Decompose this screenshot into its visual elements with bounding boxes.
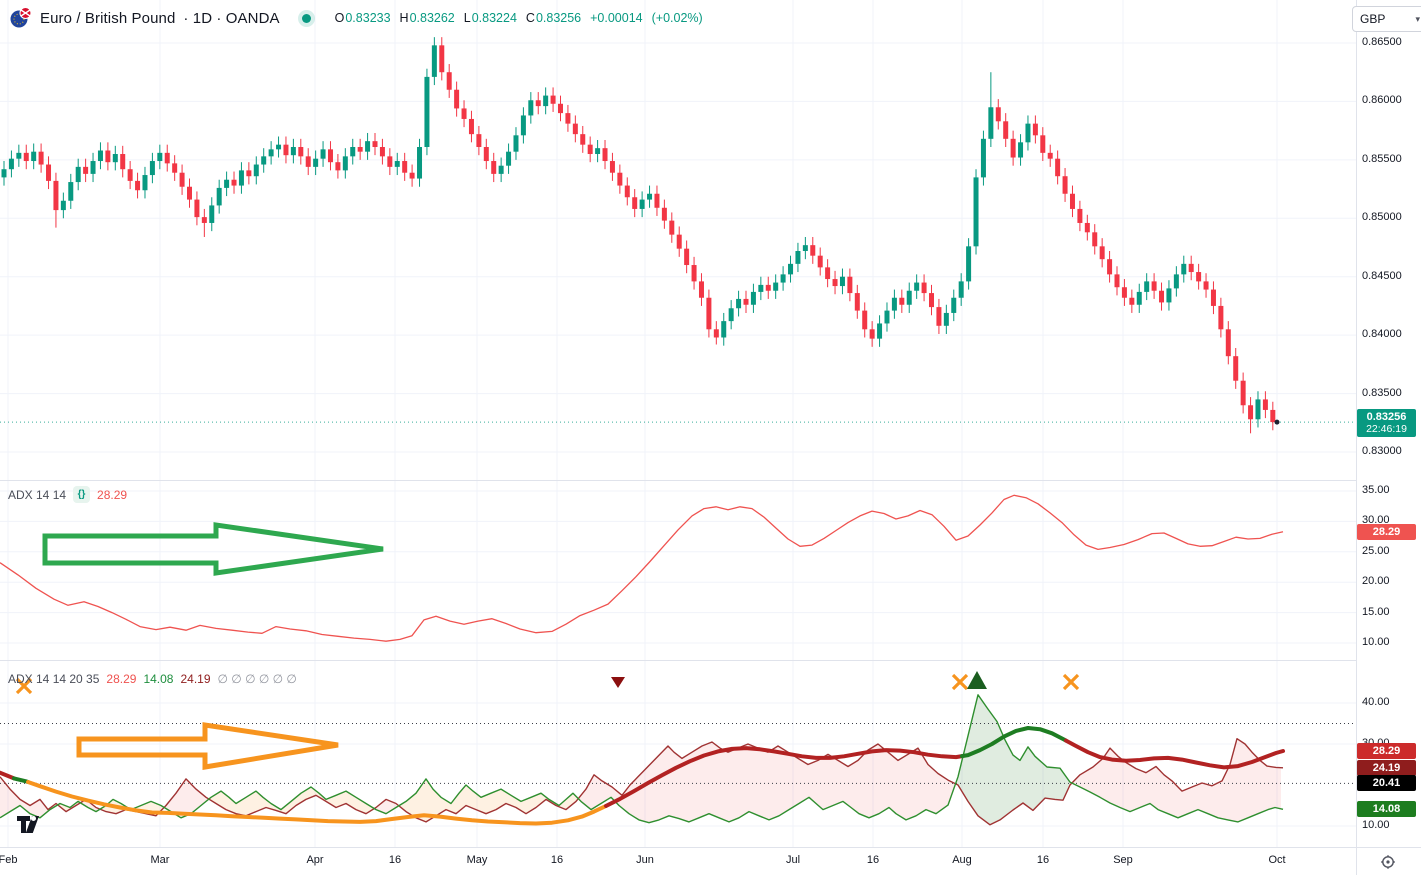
di-minus-value: 24.19 xyxy=(180,672,211,686)
drawing-arrow-orange[interactable] xyxy=(76,722,339,770)
price-axis-label: 0.85000 xyxy=(1362,211,1402,224)
pane-separator-1[interactable] xyxy=(0,480,1356,481)
x-cross-marker[interactable] xyxy=(951,673,969,691)
price-axis-label: 0.86500 xyxy=(1362,36,1402,48)
last-price-badge: 0.83256 22:46:19 xyxy=(1357,409,1416,438)
di-plus-value-badge: 14.08 xyxy=(1357,801,1416,818)
time-axis-label: 16 xyxy=(388,854,402,866)
di-minus-value-badge: 24.19 xyxy=(1357,759,1416,776)
open-value: 0.83233 xyxy=(345,11,391,25)
price-axis-label: 0.83000 xyxy=(1362,445,1402,457)
indicator-legend-adx-di[interactable]: ADX 14 14 20 35 28.29 14.08 24.19 ∅ ∅ ∅ … xyxy=(8,672,297,686)
x-cross-marker[interactable] xyxy=(15,677,33,695)
time-axis-label: Sep xyxy=(1113,854,1133,866)
price-axis-label: 0.84500 xyxy=(1362,269,1402,282)
countdown-timer: 22:46:19 xyxy=(1366,423,1407,436)
symbol-title[interactable]: Euro / British Pound xyxy=(40,9,176,27)
time-axis-label: Oct xyxy=(1268,854,1286,866)
price-axis-label: 0.83500 xyxy=(1362,386,1402,399)
indicator-name[interactable]: ADX 14 14 xyxy=(8,487,67,502)
currency-selector[interactable]: GBP ▾ xyxy=(1352,6,1421,32)
pane-separator-2[interactable] xyxy=(0,660,1356,661)
indicator-value: 28.29 xyxy=(97,487,128,502)
triangle-up-marker[interactable] xyxy=(967,671,987,689)
time-axis-label: 16 xyxy=(866,854,880,866)
adx2-value-badge: 28.29 xyxy=(1357,743,1416,759)
indicator-axis-label: 30.00 xyxy=(1362,514,1390,527)
time-axis-label: Apr xyxy=(306,854,324,866)
price-axis-label: 0.84000 xyxy=(1362,328,1402,341)
high-value: 0.83262 xyxy=(409,11,455,25)
time-axis-label: Feb xyxy=(0,854,18,866)
indicator-axis-label: 25.00 xyxy=(1362,544,1390,557)
symbol-logo-icon xyxy=(10,7,32,28)
adx-value: 28.29 xyxy=(106,672,137,686)
ohlc-values: O0.83233 H0.83262 L0.83224 C0.83256 +0.0… xyxy=(334,11,703,25)
time-axis-border xyxy=(0,847,1421,848)
symbol-interval-exchange[interactable]: · 1D · OANDA xyxy=(183,9,280,27)
time-axis-label: Jun xyxy=(636,854,654,866)
market-status-dot[interactable] xyxy=(301,13,311,23)
triangle-down-marker[interactable] xyxy=(611,677,625,688)
null-values: ∅ ∅ ∅ ∅ ∅ ∅ xyxy=(217,672,297,686)
time-axis-label: Mar xyxy=(150,854,170,866)
indicator-name[interactable]: ADX 14 14 20 35 xyxy=(8,672,100,686)
symbol-header: Euro / British Pound · 1D · OANDA O0.832… xyxy=(10,7,703,29)
indicator-axis-label: 40.00 xyxy=(1362,696,1390,708)
price-axis-label: 0.85500 xyxy=(1362,152,1402,165)
last-price-dot xyxy=(1274,419,1280,425)
x-cross-marker[interactable] xyxy=(1062,673,1080,691)
change-value: +0.00014 xyxy=(590,11,643,25)
change-percent: (+0.02%) xyxy=(651,11,703,25)
time-axis-label: 16 xyxy=(1036,854,1050,866)
indicator-axis-label: 10.00 xyxy=(1362,636,1390,648)
indicator-axis-label: 10.00 xyxy=(1362,819,1390,831)
indicator-axis-label: 35.00 xyxy=(1362,484,1390,496)
time-axis-label: 16 xyxy=(550,854,564,866)
indicator-axis-label: 15.00 xyxy=(1362,605,1390,618)
price-axis-border xyxy=(1356,0,1357,875)
indicator-axis-label: 20.00 xyxy=(1362,575,1390,588)
settings-icon[interactable] xyxy=(1378,853,1398,871)
level-value-badge: 20.41 xyxy=(1357,775,1416,792)
low-value: 0.83224 xyxy=(471,11,517,25)
drawing-arrow-green[interactable] xyxy=(42,522,384,576)
chevron-down-icon: ▾ xyxy=(1415,13,1420,24)
pine-source-icon[interactable]: {} xyxy=(73,486,91,503)
time-axis-label: May xyxy=(466,854,488,866)
time-axis-label: Aug xyxy=(952,854,972,866)
adx-value-badge: 28.29 xyxy=(1357,523,1416,540)
di-plus-value: 14.08 xyxy=(143,672,174,686)
tradingview-logo[interactable] xyxy=(16,814,48,836)
currency-label: GBP xyxy=(1360,12,1386,26)
time-axis-label: Jul xyxy=(785,854,801,866)
close-value: 0.83256 xyxy=(535,11,582,25)
price-axis-label: 0.86000 xyxy=(1362,94,1402,107)
indicator-legend-adx[interactable]: ADX 14 14 {} 28.29 xyxy=(8,486,127,503)
